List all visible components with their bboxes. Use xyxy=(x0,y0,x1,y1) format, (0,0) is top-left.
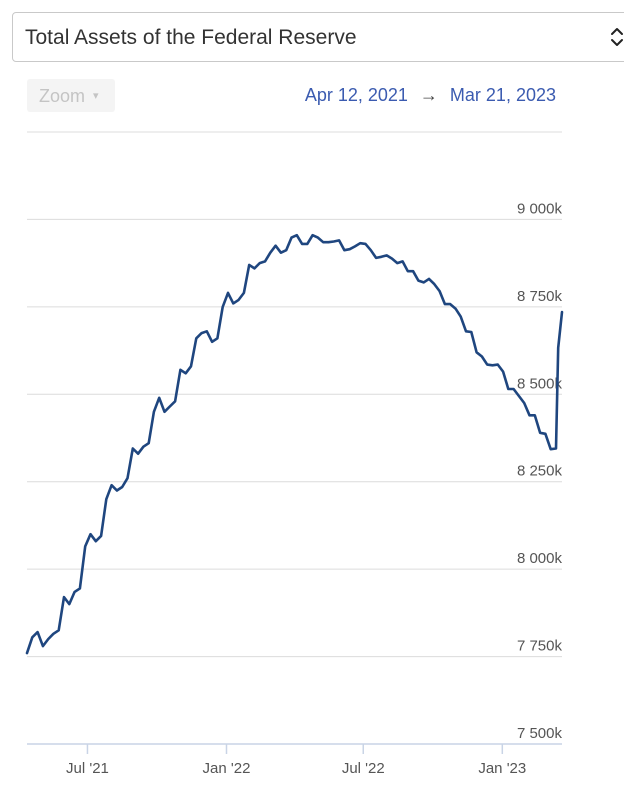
series-line xyxy=(25,233,564,655)
caret-down-icon: ▾ xyxy=(93,90,99,102)
zoom-button[interactable]: Zoom ▾ xyxy=(27,79,115,112)
x-tick-label: Jan '23 xyxy=(478,760,526,777)
range-end-date[interactable]: Mar 21, 2023 xyxy=(449,85,556,105)
zoom-label: Zoom xyxy=(39,86,86,106)
y-tick-label: 8 500k xyxy=(517,375,563,392)
arrow-right-icon: → xyxy=(419,85,438,105)
range-start-date[interactable]: Apr 12, 2021 xyxy=(304,85,408,105)
y-tick-label: 8 000k xyxy=(517,550,563,567)
x-tick-label: Jul '21 xyxy=(66,760,109,777)
y-tick-label: 9 000k xyxy=(517,200,563,217)
x-tick-label: Jan '22 xyxy=(203,760,251,777)
y-tick-label: 8 750k xyxy=(517,288,563,305)
series-select[interactable]: Total Assets of the Federal Reserve xyxy=(12,12,624,62)
y-tick-label: 7 750k xyxy=(517,638,563,655)
series-select-label: Total Assets of the Federal Reserve xyxy=(25,26,357,49)
y-tick-label: 8 250k xyxy=(517,463,563,480)
y-tick-label: 7 500k xyxy=(517,725,563,742)
date-range: Apr 12, 2021 → Mar 21, 2023 xyxy=(305,85,556,106)
x-tick-label: Jul '22 xyxy=(342,760,385,777)
updown-chevron-icon xyxy=(611,28,623,46)
